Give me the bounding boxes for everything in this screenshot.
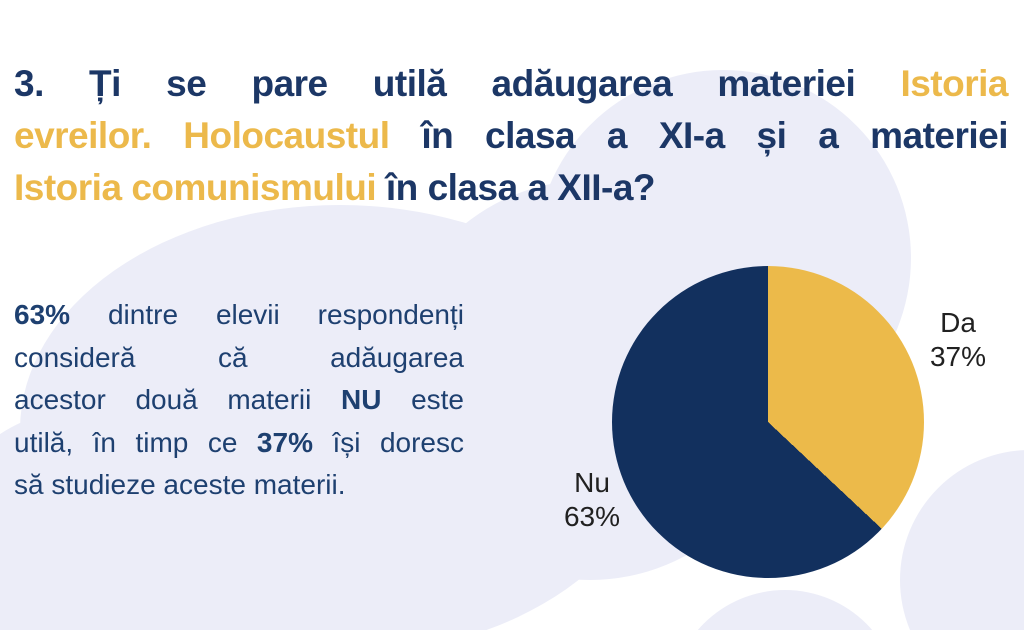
text-line: consideră că adăugarea [14,341,464,373]
pie-label-da-name: Da [940,307,976,338]
pie-label-da-value: 37% [929,341,987,372]
pie-chart [612,266,924,578]
text-line: evreilor. Holocaustul în clasa a XI-a și… [14,115,1008,156]
pie-label-nu-name: Nu [574,467,610,498]
pie-label-nu-value: 63% [563,501,621,532]
text-line: 3. Ți se pare utilă adăugarea materiei I… [14,63,1008,104]
text-line: 63% dintre elevii respondenți [14,299,464,330]
text-line: Istoria comunismului în clasa a XII-a? [14,167,656,208]
text-line: să studieze aceste materii. [14,469,346,500]
page-title: 3. Ți se pare utilă adăugarea materiei I… [14,58,1008,214]
body-paragraph: 63% dintre elevii respondenți consideră c… [14,294,464,507]
pie-label-nu: Nu 63% [532,466,652,534]
text-line: acestor două materii NU este [14,384,464,415]
text-line: utilă, în timp ce 37% își doresc [14,426,464,458]
pie-label-da: Da 37% [898,306,1018,374]
